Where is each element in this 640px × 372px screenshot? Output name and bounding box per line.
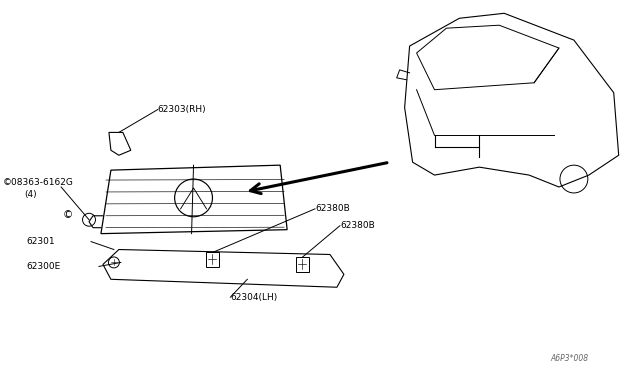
Text: 62301: 62301 (26, 237, 55, 246)
Text: 62303(RH): 62303(RH) (157, 105, 206, 114)
Text: ©08363-6162G: ©08363-6162G (3, 177, 73, 186)
Bar (296, 257, 308, 272)
Text: 62300E: 62300E (26, 262, 61, 271)
Bar (206, 252, 219, 267)
Text: 62304(LH): 62304(LH) (230, 293, 278, 302)
Text: 62380B: 62380B (315, 204, 350, 213)
Text: ©: © (63, 210, 73, 220)
Text: A6P3*008: A6P3*008 (550, 354, 589, 363)
Text: (4): (4) (24, 190, 37, 199)
Text: 62380B: 62380B (340, 221, 374, 230)
